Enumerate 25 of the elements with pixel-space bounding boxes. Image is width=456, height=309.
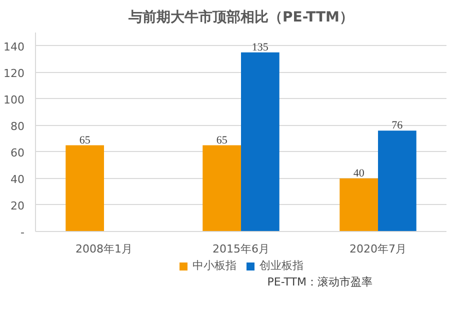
data-label: 135 [252,41,269,54]
legend-label: 中小板指 [192,258,236,273]
y-tick-label: 40 [10,172,25,186]
text: PE-TTM：滚动市盈率 [267,276,373,288]
bar [202,145,241,232]
bar [340,178,378,232]
data-label: 65 [216,134,228,146]
y-tick-label: 140 [4,40,25,54]
x-tick-label: 2015年6月 [212,242,270,256]
legend-label: 创业板指 [260,258,304,273]
x-tick-label: 2008年1月 [76,242,133,256]
bar [378,130,416,232]
y-tick-label: 100 [4,93,25,106]
y-tick-label: 80 [10,120,25,133]
chart-title: 与前期大牛市顶部相比（PE-TTM） [128,8,354,26]
data-label: 40 [353,167,365,180]
data-label: 76 [392,120,404,132]
y-tick-label: - [20,226,25,239]
data-label: 65 [79,134,91,146]
y-tick-label: 120 [4,66,25,80]
y-tick-label: 20 [10,199,25,212]
bar [66,145,104,232]
bar [241,52,280,232]
x-tick-label: 2020年7月 [350,242,407,256]
y-tick-label: 60 [10,146,25,160]
